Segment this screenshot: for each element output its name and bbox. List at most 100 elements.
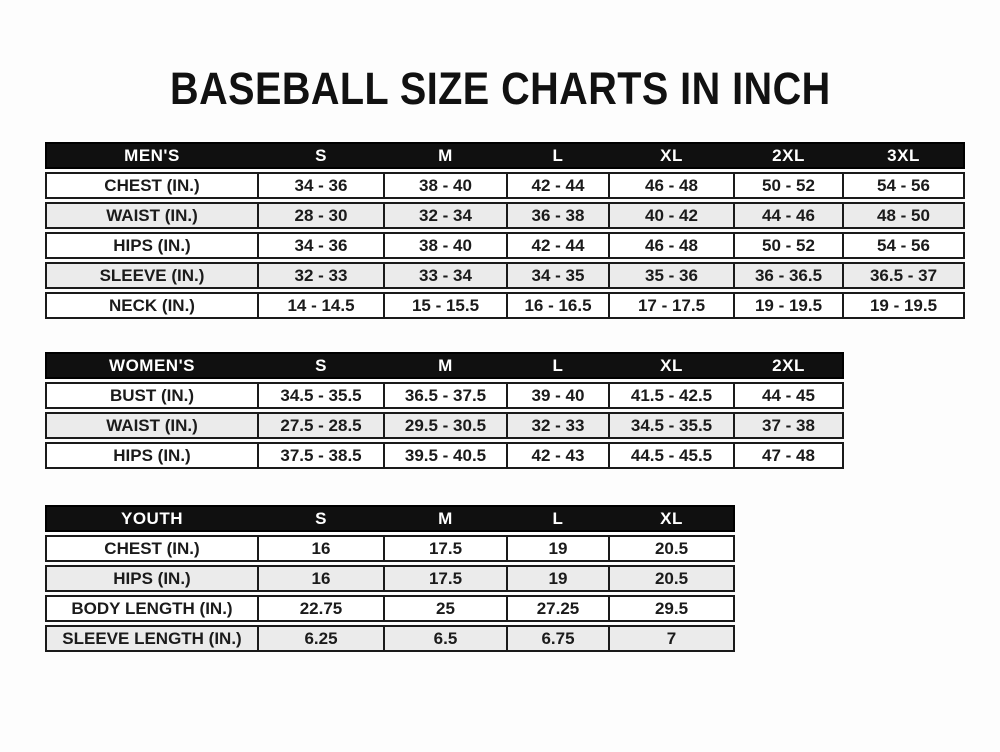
- size-value: 44.5 - 45.5: [608, 444, 733, 467]
- column-header-2xl: 2XL: [772, 146, 805, 165]
- size-value: 20.5: [608, 537, 733, 560]
- youth-data-row: HIPS (IN.) 16 17.5 19 20.5: [45, 565, 735, 592]
- size-value: 54 - 56: [842, 174, 963, 197]
- size-value: 40 - 42: [608, 204, 733, 227]
- youth-data-row: CHEST (IN.) 16 17.5 19 20.5: [45, 535, 735, 562]
- size-value: 48 - 50: [842, 204, 963, 227]
- column-header-xl: XL: [660, 146, 683, 165]
- womens-table-title: WOMEN'S: [109, 356, 195, 375]
- size-value: 38 - 40: [383, 174, 506, 197]
- mens-header-row: MEN'S S M L XL 2XL 3XL: [45, 142, 965, 169]
- row-label: HIPS (IN.): [113, 446, 191, 465]
- page-title: BASEBALL SIZE CHARTS IN INCH: [0, 0, 1000, 112]
- page-title-text: BASEBALL SIZE CHARTS IN INCH: [169, 63, 831, 114]
- size-value: 41.5 - 42.5: [608, 384, 733, 407]
- row-label: SLEEVE (IN.): [99, 266, 205, 285]
- size-value: 27.25: [506, 597, 608, 620]
- row-label: WAIST (IN.): [106, 416, 198, 435]
- column-header-l: L: [552, 356, 564, 375]
- size-value: 19: [506, 567, 608, 590]
- size-value: 34 - 36: [257, 234, 383, 257]
- size-value: 29.5: [608, 597, 733, 620]
- size-value: 46 - 48: [608, 234, 733, 257]
- mens-data-row: WAIST (IN.) 28 - 30 32 - 34 36 - 38 40 - 42 4…: [45, 202, 965, 229]
- row-label: BODY LENGTH (IN.): [71, 599, 233, 618]
- size-value: 37.5 - 38.5: [257, 444, 383, 467]
- size-value: 36.5 - 37.5: [383, 384, 506, 407]
- youth-data-row: BODY LENGTH (IN.) 22.75 25 27.25 29.5: [45, 595, 735, 622]
- row-label: CHEST (IN.): [104, 176, 200, 195]
- size-value: 20.5: [608, 567, 733, 590]
- row-label: HIPS (IN.): [113, 569, 191, 588]
- size-value: 39.5 - 40.5: [383, 444, 506, 467]
- row-label: BUST (IN.): [109, 386, 195, 405]
- size-value: 44 - 45: [733, 384, 842, 407]
- size-value: 6.5: [383, 627, 506, 650]
- mens-data-row: CHEST (IN.) 34 - 36 38 - 40 42 - 44 46 - 48 5…: [45, 172, 965, 199]
- youth-header-row: YOUTH S M L XL: [45, 505, 735, 532]
- column-header-l: L: [552, 509, 564, 528]
- size-value: 27.5 - 28.5: [257, 414, 383, 437]
- size-value: 19 - 19.5: [842, 294, 963, 317]
- mens-data-row: HIPS (IN.) 34 - 36 38 - 40 42 - 44 46 - 48 50…: [45, 232, 965, 259]
- column-header-3xl: 3XL: [887, 146, 920, 165]
- size-value: 39 - 40: [506, 384, 608, 407]
- size-value: 36 - 36.5: [733, 264, 842, 287]
- size-value: 32 - 34: [383, 204, 506, 227]
- womens-data-row: HIPS (IN.) 37.5 - 38.5 39.5 - 40.5 42 - 43 4…: [45, 442, 844, 469]
- size-value: 36 - 38: [506, 204, 608, 227]
- youth-table-title: YOUTH: [121, 509, 183, 528]
- column-header-m: M: [438, 356, 453, 375]
- size-value: 37 - 38: [733, 414, 842, 437]
- size-value: 42 - 43: [506, 444, 608, 467]
- column-header-m: M: [438, 509, 453, 528]
- womens-size-table: WOMEN'S S M L XL 2XL BUST (IN.) 34.5 - 35.5 36.5…: [45, 352, 1000, 469]
- size-value: 32 - 33: [506, 414, 608, 437]
- womens-data-row: WAIST (IN.) 27.5 - 28.5 29.5 - 30.5 32 - 33…: [45, 412, 844, 439]
- size-value: 7: [608, 627, 733, 650]
- column-header-xl: XL: [660, 356, 683, 375]
- row-label: SLEEVE LENGTH (IN.): [62, 629, 242, 648]
- mens-data-row: SLEEVE (IN.) 32 - 33 33 - 34 34 - 35 35 - 36…: [45, 262, 965, 289]
- size-value: 6.25: [257, 627, 383, 650]
- size-value: 16: [257, 567, 383, 590]
- mens-size-table: MEN'S S M L XL 2XL 3XL CHEST (IN.) 34 - 36 38 - 4…: [45, 142, 1000, 319]
- mens-table-title: MEN'S: [124, 146, 180, 165]
- size-value: 36.5 - 37: [842, 264, 963, 287]
- size-value: 17 - 17.5: [608, 294, 733, 317]
- size-value: 34 - 36: [257, 174, 383, 197]
- size-value: 34 - 35: [506, 264, 608, 287]
- row-label: NECK (IN.): [109, 296, 195, 315]
- size-value: 42 - 44: [506, 174, 608, 197]
- column-header-2xl: 2XL: [772, 356, 805, 375]
- size-value: 33 - 34: [383, 264, 506, 287]
- size-value: 25: [383, 597, 506, 620]
- column-header-m: M: [438, 146, 453, 165]
- size-value: 16: [257, 537, 383, 560]
- youth-data-row: SLEEVE LENGTH (IN.) 6.25 6.5 6.75 7: [45, 625, 735, 652]
- size-value: 16 - 16.5: [506, 294, 608, 317]
- size-value: 19: [506, 537, 608, 560]
- size-value: 14 - 14.5: [257, 294, 383, 317]
- size-value: 15 - 15.5: [383, 294, 506, 317]
- size-value: 42 - 44: [506, 234, 608, 257]
- size-value: 35 - 36: [608, 264, 733, 287]
- column-header-s: S: [315, 356, 327, 375]
- column-header-xl: XL: [660, 509, 683, 528]
- size-value: 19 - 19.5: [733, 294, 842, 317]
- womens-data-row: BUST (IN.) 34.5 - 35.5 36.5 - 37.5 39 - 40 4…: [45, 382, 844, 409]
- size-value: 50 - 52: [733, 234, 842, 257]
- youth-size-table: YOUTH S M L XL CHEST (IN.) 16 17.5 19 20.5 HIPS (I…: [45, 505, 1000, 652]
- size-value: 34.5 - 35.5: [257, 384, 383, 407]
- size-value: 50 - 52: [733, 174, 842, 197]
- column-header-s: S: [315, 146, 327, 165]
- size-value: 17.5: [383, 567, 506, 590]
- column-header-l: L: [552, 146, 564, 165]
- size-value: 6.75: [506, 627, 608, 650]
- size-value: 34.5 - 35.5: [608, 414, 733, 437]
- size-value: 29.5 - 30.5: [383, 414, 506, 437]
- column-header-s: S: [315, 509, 327, 528]
- row-label: WAIST (IN.): [106, 206, 198, 225]
- size-value: 22.75: [257, 597, 383, 620]
